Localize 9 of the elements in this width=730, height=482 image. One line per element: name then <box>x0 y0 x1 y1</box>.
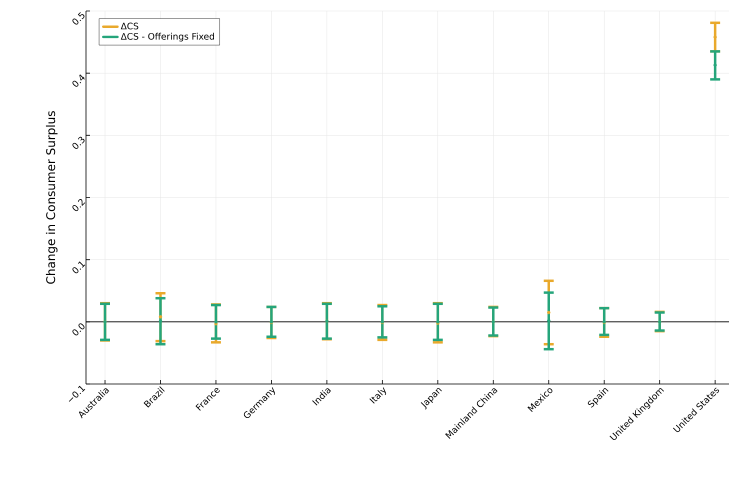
legend-label: ΔCS - Offerings Fixed <box>120 32 214 42</box>
y-tick-label: 0.2 <box>72 199 86 212</box>
legend-label: ΔCS <box>120 22 138 30</box>
y-tick-label: 0.3 <box>72 136 85 149</box>
y-tick-label: 0.1 <box>72 261 86 274</box>
y-tick-label: 0.5 <box>72 12 84 25</box>
y-tick-label: 0.4 <box>72 74 85 87</box>
y-axis-title: Change in Consumer Surplus <box>46 111 58 284</box>
y-tick-label: 0.0 <box>72 323 84 336</box>
